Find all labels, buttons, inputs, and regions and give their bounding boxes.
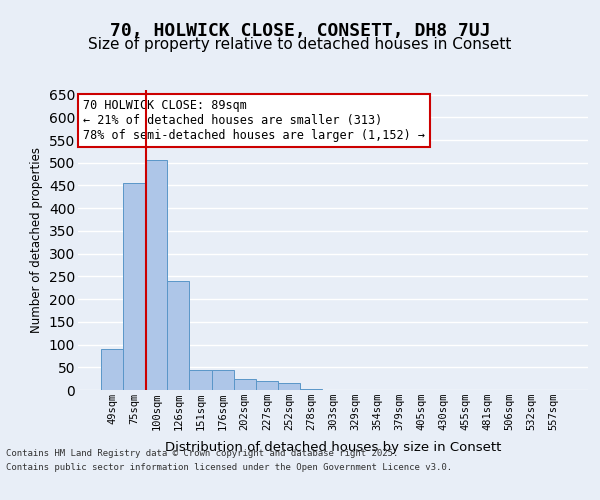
Bar — [233, 378, 256, 390]
Text: 70 HOLWICK CLOSE: 89sqm
← 21% of detached houses are smaller (313)
78% of semi-d: 70 HOLWICK CLOSE: 89sqm ← 21% of detache… — [83, 99, 425, 142]
Bar — [145, 160, 167, 390]
Text: 70, HOLWICK CLOSE, CONSETT, DH8 7UJ: 70, HOLWICK CLOSE, CONSETT, DH8 7UJ — [110, 22, 490, 40]
Bar — [167, 281, 190, 390]
Text: Contains public sector information licensed under the Open Government Licence v3: Contains public sector information licen… — [6, 464, 452, 472]
Text: Contains HM Land Registry data © Crown copyright and database right 2025.: Contains HM Land Registry data © Crown c… — [6, 448, 398, 458]
Bar — [278, 383, 300, 390]
Bar — [190, 370, 212, 390]
Bar — [256, 381, 278, 390]
Bar — [101, 349, 123, 390]
Bar — [300, 389, 322, 390]
Bar — [123, 183, 145, 390]
Bar — [212, 370, 233, 390]
Text: Size of property relative to detached houses in Consett: Size of property relative to detached ho… — [88, 38, 512, 52]
X-axis label: Distribution of detached houses by size in Consett: Distribution of detached houses by size … — [165, 442, 501, 454]
Y-axis label: Number of detached properties: Number of detached properties — [30, 147, 43, 333]
